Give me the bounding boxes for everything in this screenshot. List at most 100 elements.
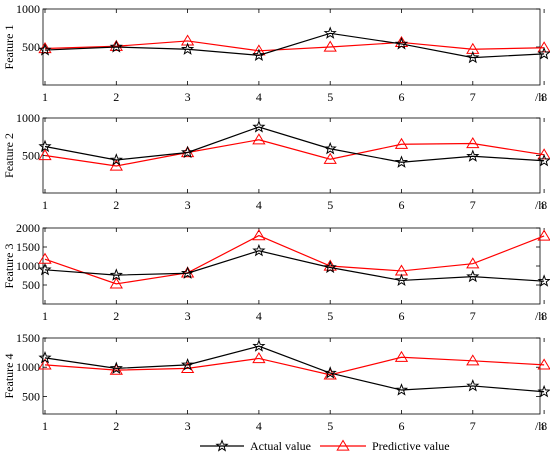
chart-panels: 500 1000 1 2 3 4 5 6 7 8/h Feature 1 500 1000 1 2 3 4 5 6 7… [2, 2, 550, 433]
data-point-actual [181, 145, 195, 159]
x-tick-label: 4 [256, 90, 262, 104]
x-tick-label: 3 [185, 309, 191, 323]
panel-feature-4: 500 1000 1500 1 2 3 4 5 6 7 8/h Feature 4 [2, 331, 550, 433]
y-tick-label: 1500 [16, 240, 40, 254]
data-point-actual [38, 43, 52, 56]
y-tick-label: 2000 [16, 221, 40, 235]
data-point-predictive [537, 358, 550, 370]
y-axis-label: Feature 4 [2, 354, 16, 399]
x-tick-label: 6 [399, 198, 405, 212]
data-point-actual [38, 350, 52, 364]
data-point-actual [323, 141, 337, 155]
data-point-predictive [252, 351, 266, 364]
data-point-actual [537, 274, 550, 287]
x-tick-label: 1 [42, 309, 48, 323]
x-tick-label: 8 [541, 90, 547, 104]
data-point-actual [109, 268, 123, 281]
data-point-predictive [394, 350, 409, 362]
y-tick-label: 500 [22, 40, 40, 54]
x-tick-label: 3 [185, 419, 191, 433]
data-point-predictive [537, 229, 550, 241]
data-point-actual [323, 260, 337, 274]
x-tick-label: 8 [541, 419, 547, 433]
data-point-actual [181, 266, 195, 279]
series-line-actual [44, 32, 545, 59]
x-tick-label: 2 [113, 309, 119, 323]
panel-feature-1: 500 1000 1 2 3 4 5 6 7 8/h Feature 1 [2, 2, 550, 104]
series-line-predictive [44, 139, 545, 167]
x-tick-label: 4 [256, 419, 262, 433]
plot-area-frame [42, 227, 541, 305]
x-tick-label: 2 [113, 198, 119, 212]
data-point-actual [252, 48, 266, 61]
x-unit-label: /h [535, 90, 544, 104]
y-tick-label: 1500 [16, 331, 40, 345]
data-point-actual [38, 262, 52, 276]
data-point-actual [323, 26, 337, 39]
x-tick-label: 5 [327, 90, 333, 104]
x-tick-label: 4 [256, 198, 262, 212]
x-tick-label: 1 [42, 419, 48, 433]
data-point-predictive [537, 148, 550, 160]
data-point-predictive [109, 277, 123, 289]
x-tick-label: 8 [541, 309, 547, 323]
y-axis-label: Feature 1 [2, 25, 16, 70]
x-tick-label: 2 [113, 90, 119, 104]
x-unit-label: /h [535, 419, 544, 433]
legend-actual-label: Actual value [250, 439, 311, 453]
data-point-predictive [323, 40, 337, 52]
x-tick-label: 5 [327, 419, 333, 433]
data-point-predictive [466, 354, 480, 366]
data-point-actual [394, 383, 409, 396]
data-point-actual [252, 339, 266, 352]
data-point-predictive [466, 257, 480, 269]
data-point-actual [109, 40, 123, 53]
x-tick-label: 7 [470, 198, 476, 212]
panel-feature-2: 500 1000 1 2 3 4 5 6 7 8/h Feature 2 [2, 111, 550, 212]
x-tick-label: 1 [42, 198, 48, 212]
y-tick-label: 1000 [16, 111, 40, 125]
y-axis-label: Feature 2 [2, 133, 16, 178]
data-point-actual [109, 153, 123, 166]
data-point-actual [181, 357, 195, 371]
data-point-actual [109, 361, 123, 375]
x-tick-label: 6 [399, 309, 405, 323]
data-point-actual [394, 155, 409, 168]
data-point-predictive [109, 363, 123, 375]
data-point-predictive [38, 149, 52, 161]
x-tick-label: 7 [470, 309, 476, 323]
x-tick-label: 5 [327, 198, 333, 212]
y-tick-label: 500 [22, 389, 40, 403]
data-point-actual [323, 366, 337, 379]
data-point-actual [537, 153, 550, 167]
plot-area-frame [42, 117, 541, 194]
x-tick-label: 6 [399, 90, 405, 104]
data-point-actual [466, 269, 480, 283]
data-point-actual [181, 42, 195, 55]
data-point-actual [466, 149, 480, 162]
data-point-predictive [38, 358, 52, 370]
x-tick-label: 2 [113, 419, 119, 433]
legend-predictive-triangle-icon [336, 439, 350, 451]
data-point-predictive [38, 252, 52, 264]
data-point-predictive [394, 137, 409, 149]
data-point-actual [252, 243, 266, 257]
legend-actual-star-icon [215, 439, 229, 452]
plot-area-frame [42, 337, 541, 415]
y-tick-label: 500 [22, 278, 40, 292]
series-line-predictive [44, 234, 545, 285]
data-point-actual [394, 37, 409, 50]
data-point-predictive [537, 41, 550, 53]
y-tick-label: 500 [22, 149, 40, 163]
data-point-actual [537, 46, 550, 60]
x-tick-label: 3 [185, 198, 191, 212]
y-tick-label: 1000 [16, 360, 40, 374]
x-tick-label: 6 [399, 419, 405, 433]
x-unit-label: /h [535, 309, 544, 323]
data-point-predictive [252, 229, 266, 241]
data-point-actual [537, 384, 550, 398]
x-tick-label: 7 [470, 90, 476, 104]
series-line-actual [44, 126, 545, 163]
panel-feature-3: 500 1000 1500 2000 1 2 3 4 5 6 7 8/h Feature 3 [2, 221, 550, 323]
